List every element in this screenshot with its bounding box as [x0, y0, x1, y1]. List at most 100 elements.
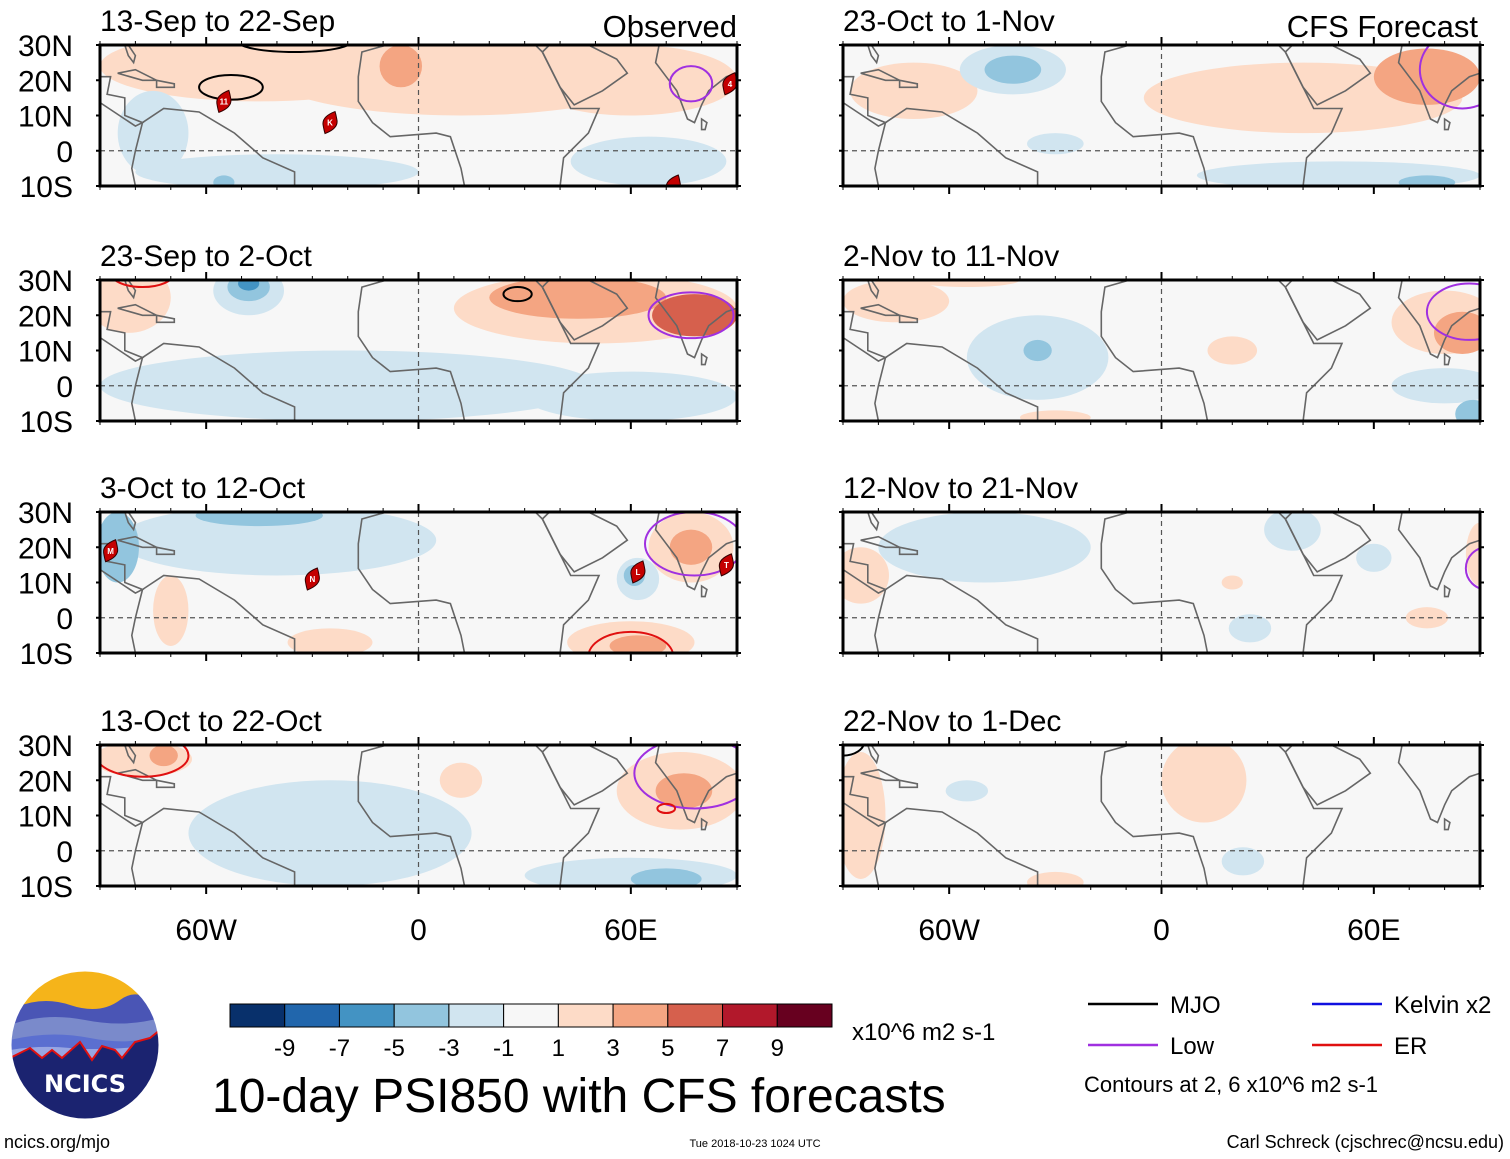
colorbar-tick-label: -5 [384, 1035, 405, 1062]
coastline [700, 584, 708, 598]
y-tick-label: 20N [18, 532, 73, 565]
contour-low [1464, 547, 1480, 590]
anomaly-region [850, 62, 978, 120]
coastline [898, 314, 919, 324]
y-tick-label: 10S [20, 171, 73, 204]
contour-legend: MJO Kelvin x2 Low ER [1088, 992, 1491, 1060]
anomaly-region [1207, 336, 1258, 365]
x-tick-label: 60E [1347, 914, 1400, 947]
coastline [1443, 352, 1451, 366]
coastline [541, 280, 629, 341]
coastline [843, 75, 888, 128]
anomaly-region [287, 628, 373, 653]
legend-item-mjo: MJO [1088, 992, 1221, 1019]
anomaly-region [570, 136, 727, 186]
coastline [874, 107, 1039, 186]
colorbar-swatch [612, 1003, 669, 1028]
coastline [700, 352, 708, 366]
y-tick-label: 10N [18, 336, 73, 369]
coastline [1100, 512, 1344, 653]
y-tick-label: 20N [18, 765, 73, 798]
coastline [874, 342, 1039, 421]
y-tick-label: 10N [18, 568, 73, 601]
contour-low [1418, 45, 1480, 110]
coastline [357, 745, 601, 886]
coastline [898, 79, 919, 89]
coastline [1443, 817, 1451, 831]
coastline [123, 280, 137, 300]
anomaly-region [1434, 311, 1480, 355]
coastline [866, 280, 880, 300]
logo-text: NCICS [44, 1070, 126, 1098]
anomaly-region [1027, 133, 1084, 155]
coastline [1284, 512, 1372, 573]
coastline [123, 45, 137, 65]
panel-period-title: 23-Oct to 1-Nov [843, 5, 1055, 38]
y-tick-label: 30N [18, 30, 73, 63]
anomaly-region [195, 512, 323, 527]
x-tick-label: 0 [1153, 914, 1170, 947]
coastline [1100, 45, 1344, 186]
coastline [100, 775, 145, 828]
anomaly-region [669, 529, 713, 565]
legend-label: MJO [1170, 992, 1221, 1019]
figure-title: 10-day PSI850 with CFS forecasts [212, 1070, 946, 1123]
anomaly-region [153, 575, 189, 646]
anomaly-region [630, 868, 702, 886]
y-tick-label: 0 [56, 371, 73, 404]
coastline [1397, 45, 1480, 124]
coastline [898, 546, 919, 556]
tropical-cyclone-icon: 11 [216, 89, 232, 114]
y-tick-label: 10S [20, 638, 73, 671]
coastline [866, 512, 880, 532]
contour-low [668, 65, 714, 103]
y-tick-label: 20N [18, 65, 73, 98]
tropical-cyclone-icon: M [103, 539, 119, 563]
anomaly-region [843, 752, 886, 879]
x-tick-label: 60E [604, 914, 657, 947]
anomaly-region [489, 280, 667, 319]
legend-item-low: Low [1088, 1033, 1215, 1060]
anomaly-region [913, 280, 1020, 288]
coastline [1397, 280, 1480, 359]
anomaly-region [117, 512, 437, 576]
colorbar-swatch [229, 1003, 286, 1028]
anomaly-region [1391, 368, 1480, 404]
map-panel-fc3: 12-Nov to 21-Nov [839, 472, 1484, 661]
colorbar-tick-label: 7 [716, 1035, 729, 1062]
panel-period-title: 13-Oct to 22-Oct [100, 705, 322, 738]
colorbar-tick-label: -9 [274, 1035, 295, 1062]
colorbar-swatch [284, 1003, 340, 1028]
panel-period-title: 12-Nov to 21-Nov [843, 472, 1078, 505]
map-panel-fc1: 23-Oct to 1-Nov [839, 5, 1484, 194]
y-tick-label: 30N [18, 497, 73, 530]
anomaly-region [100, 280, 171, 333]
legend-label: ER [1394, 1033, 1427, 1060]
coastline [654, 745, 737, 824]
coastline [1443, 117, 1451, 131]
coastline [130, 807, 296, 886]
coastline [1100, 280, 1344, 421]
panel-period-title: 13-Sep to 22-Sep [100, 5, 335, 38]
y-tick-label: 10S [20, 406, 73, 439]
coastline [700, 817, 708, 831]
storm-label: L [635, 568, 640, 577]
anomaly-region [135, 154, 419, 186]
storm-label: N [309, 575, 315, 584]
anomaly-region [117, 90, 189, 176]
storm-label: 11 [220, 97, 229, 106]
contour-er [100, 745, 190, 778]
y-tick-label: 0 [56, 603, 73, 636]
y-tick-label: 20N [18, 300, 73, 333]
colorbar-swatch [722, 1003, 778, 1028]
anomaly-region [439, 762, 483, 798]
y-tick-label: 0 [56, 836, 73, 869]
anomaly-region [1398, 175, 1456, 186]
anomaly-region [1221, 847, 1265, 876]
contour-low [1425, 282, 1480, 341]
colorbar-swatch [503, 1003, 559, 1028]
